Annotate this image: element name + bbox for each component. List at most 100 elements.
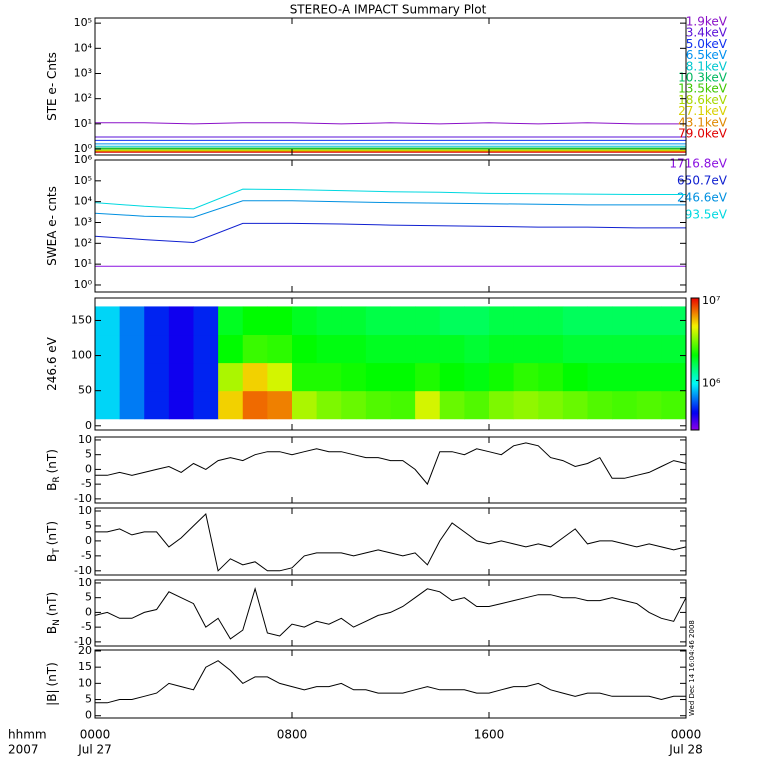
panel-frame: [94, 17, 687, 156]
date-label: Jul 28: [668, 743, 703, 757]
panel-frame: [94, 507, 687, 576]
colorbar-step: [691, 424, 699, 427]
y-tick-label: -5: [81, 477, 92, 490]
colorbar-step: [691, 358, 699, 361]
colorbar-step: [691, 412, 699, 415]
colorbar-step: [691, 352, 699, 355]
heat-cell: [316, 390, 342, 420]
colorbar-step: [691, 298, 699, 301]
heat-cell: [267, 306, 293, 336]
colorbar-step: [691, 356, 699, 359]
heat-cell: [562, 362, 588, 392]
year-label: 2007: [8, 743, 39, 757]
colorbar-step: [691, 354, 699, 357]
y-axis-label-part: T: [52, 548, 62, 555]
colorbar-step: [691, 410, 699, 413]
colorbar-step: [691, 388, 699, 391]
heat-cell: [119, 334, 145, 364]
colorbar-step: [691, 326, 699, 329]
y-tick-label: 5: [85, 693, 92, 706]
panel-frame: [94, 579, 687, 647]
colorbar-step: [691, 340, 699, 343]
y-tick-label: 10⁵: [74, 174, 92, 187]
y-tick-label: 50: [78, 384, 92, 397]
heat-cell: [292, 334, 318, 364]
colorbar-step: [691, 312, 699, 315]
y-tick-label: 5: [85, 591, 92, 604]
colorbar-step: [691, 302, 699, 305]
colorbar-step: [691, 408, 699, 411]
y-tick-label: 20: [78, 644, 92, 657]
colorbar-step: [691, 378, 699, 381]
heat-cell: [168, 334, 194, 364]
y-tick-label: 0: [85, 534, 92, 547]
heat-cell: [95, 362, 121, 392]
heat-cell: [612, 334, 638, 364]
heat-cell: [316, 362, 342, 392]
y-tick-label: -10: [74, 564, 92, 577]
heat-cell: [119, 362, 145, 392]
heat-cell: [95, 334, 121, 364]
heat-cell: [341, 306, 367, 336]
panel-frame: [94, 649, 687, 719]
heat-cell: [390, 306, 416, 336]
legend-entry: 13.5keV: [678, 82, 728, 96]
heat-cell: [464, 306, 490, 336]
series-line: [95, 513, 687, 572]
y-tick-label: -10: [74, 492, 92, 505]
heat-cell: [144, 306, 170, 336]
colorbar-step: [691, 320, 699, 323]
series-line: [95, 442, 687, 486]
legend-entry: 27.1keV: [678, 104, 728, 118]
heat-cell: [439, 334, 465, 364]
heat-cell: [538, 306, 564, 336]
heat-cell: [144, 362, 170, 392]
heat-cell: [489, 306, 515, 336]
heat-cell: [119, 390, 145, 420]
colorbar-step: [691, 416, 699, 419]
heat-cell: [119, 306, 145, 336]
heat-cell: [168, 362, 194, 392]
x-tick-label: 1600: [474, 728, 505, 742]
heat-cell: [144, 390, 170, 420]
legend-entry: 1716.8eV: [669, 157, 727, 171]
colorbar-step: [691, 330, 699, 333]
heat-cell: [365, 306, 391, 336]
heat-cell: [489, 362, 515, 392]
heat-cell: [316, 306, 342, 336]
y-tick-label: 10: [78, 576, 92, 589]
y-tick-label: 0: [85, 462, 92, 475]
legend-entry: 43.1keV: [678, 115, 728, 129]
series-line: [94, 222, 686, 244]
colorbar-step: [691, 394, 699, 397]
y-tick-label: 5: [85, 448, 92, 461]
heat-cell: [144, 334, 170, 364]
colorbar-step: [691, 418, 699, 421]
heat-cell: [562, 334, 588, 364]
heat-cell: [218, 390, 244, 420]
y-tick-label: 10⁰: [74, 278, 93, 291]
colorbar-step: [691, 316, 699, 319]
legend-entry: 93.5eV: [685, 208, 728, 222]
y-axis-label: BT (nT): [45, 521, 62, 562]
heat-cell: [193, 362, 219, 392]
y-tick-label: 10: [78, 676, 92, 689]
y-axis-label-part: 246.6 eV: [45, 336, 59, 391]
heat-cell: [513, 390, 539, 420]
heat-cell: [267, 334, 293, 364]
heat-cell: [193, 390, 219, 420]
colorbar-step: [691, 366, 699, 369]
colorbar-step: [691, 336, 699, 339]
colorbar-step: [691, 400, 699, 403]
colorbar-step: [691, 324, 699, 327]
heat-cell: [267, 390, 293, 420]
y-tick-label: 10⁴: [74, 195, 93, 208]
panel-frame: [94, 159, 687, 293]
colorbar-step: [691, 364, 699, 367]
heat-cell: [242, 334, 268, 364]
heat-cell: [415, 390, 441, 420]
colorbar-step: [691, 306, 699, 309]
heat-cell: [292, 362, 318, 392]
heat-cell: [415, 306, 441, 336]
y-axis-label-part: (nT): [45, 592, 59, 616]
